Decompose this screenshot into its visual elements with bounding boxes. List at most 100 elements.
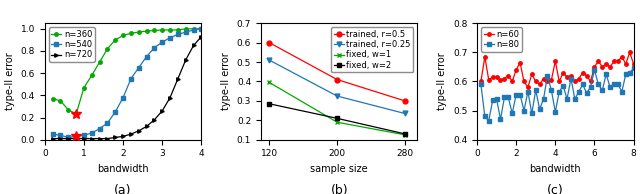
n=80 [614,83,622,86]
X-axis label: bandwidth: bandwidth [529,164,581,174]
n=720 [56,137,64,140]
n=80 [536,108,543,110]
n=60 [618,55,626,58]
n=60 [583,74,591,77]
n=360 [189,28,197,30]
n=60 [528,73,536,75]
n=60 [587,80,595,83]
n=60 [552,60,559,62]
n=540 [111,111,119,113]
n=80 [606,86,614,88]
n=80 [540,98,547,100]
n=60 [477,80,484,83]
n=540 [104,122,111,124]
n=720 [119,135,127,138]
n=80 [512,93,520,96]
n=60 [610,60,618,62]
n=60 [485,79,493,81]
n=60 [614,60,622,62]
fixed, w=1 [401,134,409,136]
Line: n=80: n=80 [479,67,636,122]
n=360 [96,61,104,63]
n=80 [610,83,618,86]
Legend: n=360, n=540, n=720: n=360, n=540, n=720 [49,27,95,62]
n=80 [477,83,484,86]
n=540 [88,132,95,134]
n=60 [556,80,563,83]
n=720 [80,137,88,140]
n=60 [571,80,579,83]
n=720 [166,96,174,99]
n=80 [524,90,532,93]
n=60 [626,51,634,54]
n=360 [159,29,166,31]
n=360 [104,48,111,50]
n=60 [598,66,606,68]
Line: trained, r=0.25: trained, r=0.25 [267,58,407,116]
n=720 [111,136,119,139]
n=60 [500,77,508,80]
n=60 [563,76,571,78]
n=540 [65,136,72,139]
n=80 [500,96,508,99]
n=80 [516,93,524,96]
n=80 [556,90,563,93]
n=60 [579,72,586,74]
Line: n=60: n=60 [479,51,636,89]
n=540 [72,135,80,138]
n=60 [497,79,504,81]
Line: fixed, w=1: fixed, w=1 [267,80,407,137]
trained, r=0.25 [266,59,273,61]
trained, r=0.5 [333,78,341,81]
n=540 [96,127,104,130]
n=60 [602,63,610,65]
n=540 [119,96,127,99]
Line: n=540: n=540 [51,27,203,139]
n=720 [49,137,56,140]
n=720 [198,36,205,38]
n=60 [606,66,614,68]
trained, r=0.5 [266,42,273,44]
n=720 [159,110,166,112]
n=60 [489,76,497,78]
n=360 [198,28,205,30]
n=80 [481,115,489,118]
n=60 [520,80,528,83]
n=540 [49,133,56,135]
Line: n=720: n=720 [51,35,203,140]
n=720 [96,137,104,140]
n=360 [143,30,150,32]
n=60 [504,74,512,77]
Line: fixed, w=2: fixed, w=2 [267,101,407,136]
fixed, w=2 [266,103,273,105]
n=360 [80,86,88,89]
n=360 [150,29,158,32]
Text: (b): (b) [330,184,348,194]
n=720 [182,59,189,61]
n=540 [143,55,150,58]
n=360 [88,74,95,77]
n=80 [493,98,500,100]
n=80 [504,96,512,99]
n=80 [587,86,595,88]
n=60 [548,79,556,81]
n=360 [119,34,127,37]
n=540 [80,134,88,136]
n=720 [174,78,182,80]
n=80 [559,85,567,87]
trained, r=0.25 [401,112,409,115]
n=720 [72,137,80,140]
n=80 [508,112,516,115]
n=540 [182,31,189,33]
Y-axis label: type-II error: type-II error [5,53,15,110]
n=80 [598,89,606,91]
n=80 [520,109,528,112]
n=540 [174,33,182,36]
n=360 [65,109,72,111]
n=80 [602,73,610,75]
trained, r=0.5 [401,100,409,102]
n=60 [512,69,520,71]
n=80 [563,98,571,100]
fixed, w=1 [333,121,341,123]
n=60 [591,66,598,68]
